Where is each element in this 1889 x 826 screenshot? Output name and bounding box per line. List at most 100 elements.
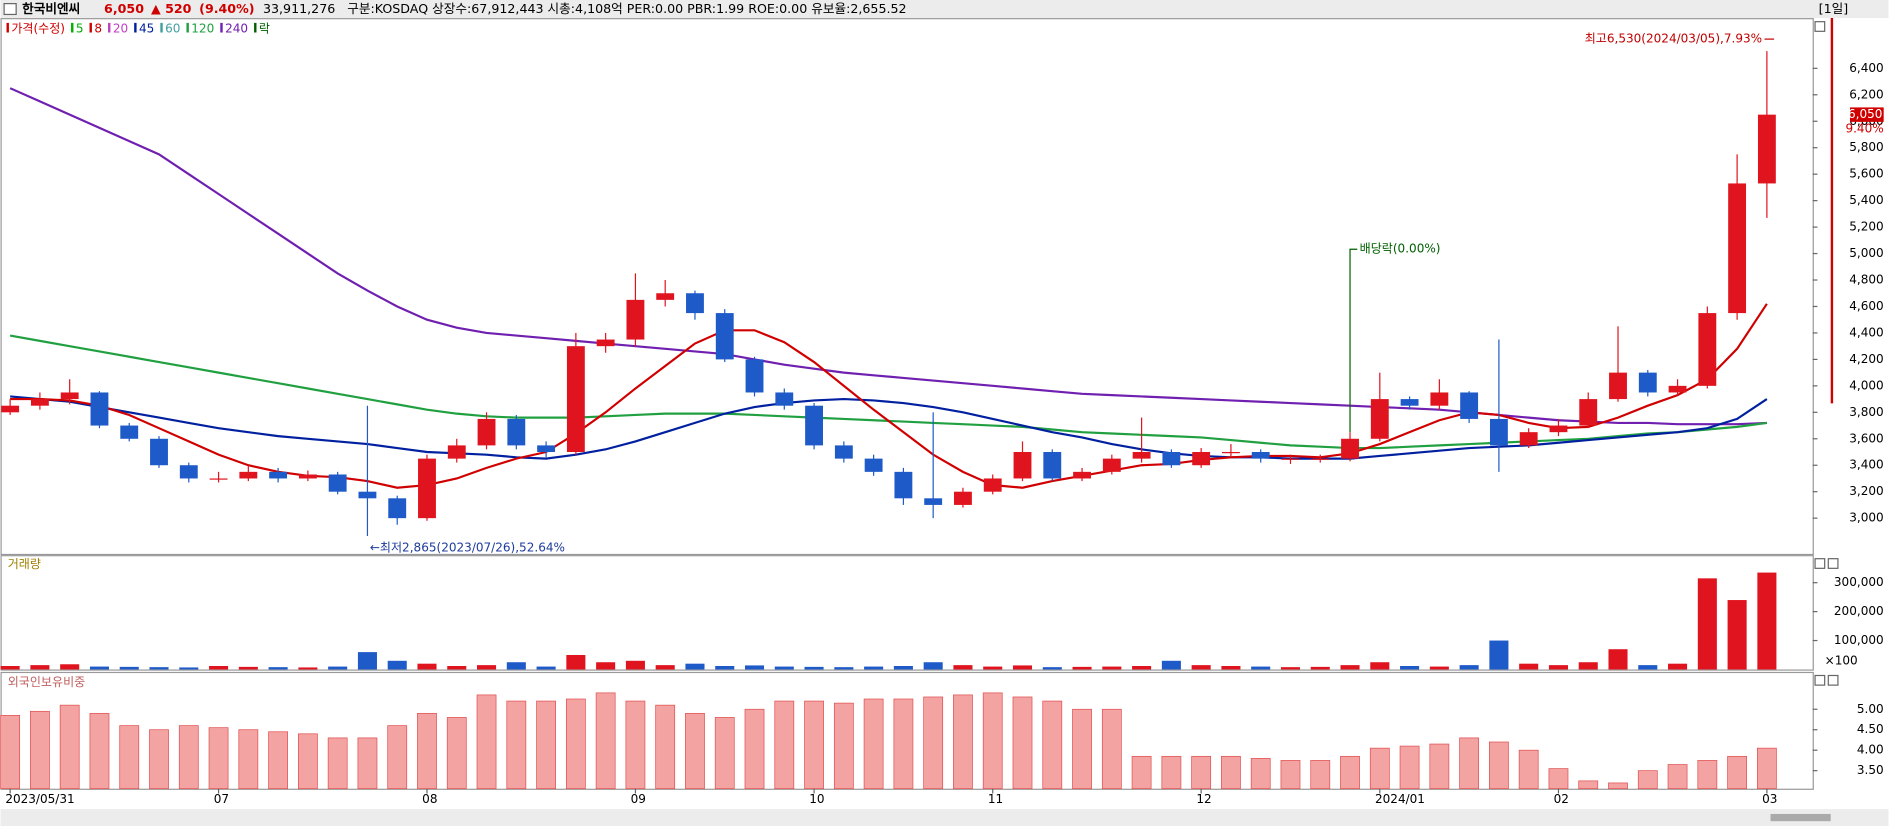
bar — [476, 694, 497, 790]
legend-swatch — [71, 22, 74, 33]
candle-body — [1192, 452, 1211, 466]
bar — [149, 667, 169, 670]
bar — [328, 666, 348, 670]
bar — [714, 717, 735, 790]
candle-body — [150, 438, 168, 466]
bar — [506, 662, 526, 670]
y-tick-label: 5,000 — [1849, 246, 1883, 260]
bar — [506, 700, 527, 790]
change: ▲ 520 — [151, 1, 192, 16]
bar — [595, 692, 616, 790]
panel-icon[interactable] — [1827, 558, 1839, 569]
price-tag — [1849, 107, 1884, 122]
bar — [953, 694, 973, 790]
bar — [297, 733, 318, 790]
legend-swatch — [186, 22, 189, 33]
y-tick-label: 100,000 — [1834, 633, 1884, 647]
bar — [1161, 660, 1181, 670]
candle-body — [120, 425, 139, 439]
bar — [685, 663, 705, 670]
candle-body — [894, 471, 913, 499]
bar — [1697, 760, 1718, 790]
bar — [89, 666, 109, 670]
panel-icon[interactable] — [1814, 21, 1826, 32]
candle-body — [298, 474, 317, 479]
bar — [30, 710, 50, 790]
bar — [30, 665, 50, 670]
bar — [1310, 760, 1331, 790]
bar — [1518, 749, 1539, 790]
candle-body — [1668, 385, 1687, 393]
annotation-low: ←최저2,865(2023/07/26),52.64% — [370, 541, 565, 555]
candle-body — [30, 399, 49, 406]
bar — [1042, 667, 1062, 670]
bar — [60, 664, 80, 670]
bar — [238, 729, 259, 790]
candle-body — [715, 313, 734, 360]
scroll-thumb[interactable] — [1770, 813, 1831, 822]
legend-label: 20 — [113, 21, 128, 35]
period[interactable]: [1일] — [1819, 1, 1849, 16]
candle-body — [1311, 458, 1330, 460]
y-tick-label: 3,000 — [1849, 511, 1883, 525]
candle-body — [1132, 452, 1151, 459]
bar — [1489, 741, 1509, 790]
bar — [1637, 770, 1658, 790]
bar — [298, 667, 318, 670]
stock-name: 한국비엔씨 — [22, 1, 80, 16]
bar — [1727, 600, 1747, 670]
panel-icon[interactable] — [1814, 674, 1826, 686]
panel-icon[interactable] — [1827, 674, 1839, 686]
bar — [1280, 667, 1301, 670]
candle-body — [1519, 432, 1538, 446]
bar — [447, 665, 467, 670]
bar — [1132, 665, 1152, 670]
bar — [1608, 649, 1628, 670]
bar — [327, 737, 348, 790]
legend-swatch — [108, 22, 111, 33]
legend-label: 8 — [94, 21, 102, 35]
bar — [1251, 666, 1271, 670]
bar — [0, 665, 20, 670]
bar — [1429, 666, 1449, 670]
candle-body — [1430, 392, 1449, 406]
candle-body — [805, 405, 824, 446]
unit-label: ×100 — [1825, 654, 1858, 668]
bar — [119, 666, 139, 670]
scrollbar[interactable] — [0, 809, 1889, 826]
legend-swatch — [134, 22, 137, 33]
menu-icon[interactable] — [3, 3, 17, 16]
rate-tag-label: 9.40% — [1845, 122, 1883, 136]
y-tick-label: 3,800 — [1849, 405, 1883, 419]
bar — [387, 660, 407, 670]
candle-body — [179, 465, 198, 479]
y-tick-label: 300,000 — [1834, 575, 1884, 589]
candle-body — [209, 478, 228, 480]
bar — [565, 698, 586, 790]
bar — [1757, 572, 1777, 670]
y-tick-label: 4,400 — [1849, 325, 1883, 339]
bar — [655, 665, 675, 670]
legend-label: 120 — [191, 21, 214, 35]
price-tag-label: 6,050 — [1848, 107, 1882, 121]
bar — [953, 665, 973, 670]
volume-panel — [0, 555, 1814, 671]
candle-body — [1102, 458, 1121, 472]
rate: (9.40%) — [199, 1, 254, 16]
candle-body — [1162, 452, 1181, 466]
panel-icon[interactable] — [1814, 558, 1826, 569]
bar — [923, 696, 944, 790]
bar — [268, 731, 289, 790]
bar — [1459, 665, 1479, 670]
candle-body — [269, 471, 288, 479]
bar — [268, 667, 288, 670]
bar — [1250, 758, 1271, 790]
legend-label: 가격(수정) — [11, 21, 65, 35]
x-tick-label: 10 — [809, 792, 824, 806]
x-tick-label: 11 — [988, 792, 1003, 806]
candle-body — [1073, 471, 1091, 479]
legend-swatch — [220, 22, 223, 33]
y-tick-label: 6,200 — [1849, 87, 1883, 101]
bar — [357, 737, 378, 790]
bar — [1578, 780, 1599, 790]
